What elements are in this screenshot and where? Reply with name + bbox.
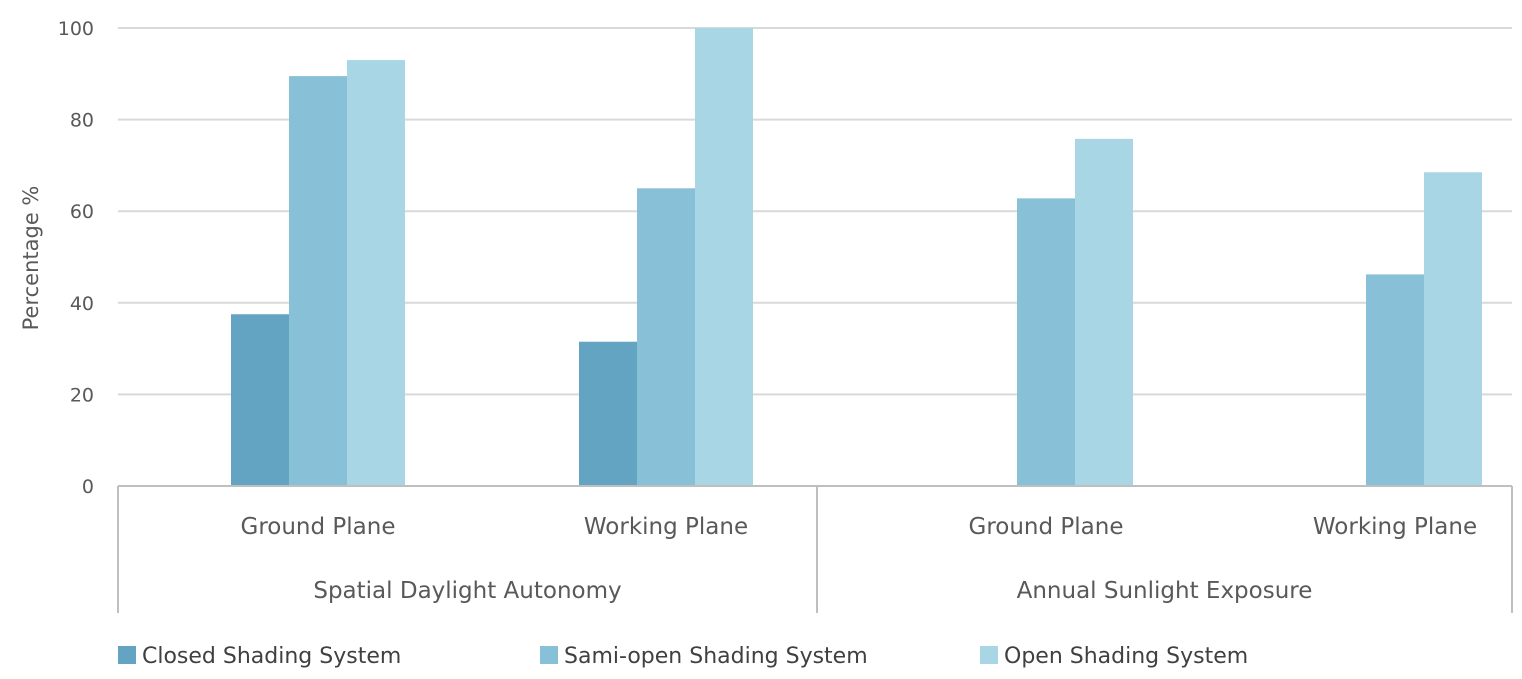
bar-sami-open-shading-system — [637, 188, 695, 487]
y-tick-label: 20 — [70, 384, 94, 406]
bar-open-shading-system — [1424, 172, 1482, 486]
labels: 0 20 40 60 80 100 Ground Plane Working Plane Gro… — [58, 18, 1477, 604]
bar-sami-open-shading-system — [1366, 274, 1424, 486]
bar-open-shading-system — [695, 28, 753, 486]
bar-open-shading-system — [1075, 138, 1133, 486]
bars — [231, 28, 1482, 487]
legend-label: Sami-open Shading System — [564, 644, 868, 669]
x-category-label: Working Plane — [584, 514, 748, 540]
legend-label: Closed Shading System — [142, 644, 401, 669]
y-tick-label: 40 — [70, 293, 94, 315]
x-group-label: Spatial Daylight Autonomy — [313, 578, 621, 604]
bar-closed-shading-system — [231, 314, 289, 486]
y-tick-label: 80 — [70, 110, 94, 132]
x-category-label: Working Plane — [1313, 514, 1477, 540]
x-category-label: Ground Plane — [241, 514, 396, 540]
legend-swatch — [118, 646, 136, 664]
bar-open-shading-system — [347, 60, 405, 487]
x-category-label: Ground Plane — [969, 514, 1124, 540]
bar-closed-shading-system — [579, 341, 637, 486]
y-tick-label: 100 — [58, 18, 94, 40]
y-tick-label: 60 — [70, 201, 94, 223]
legend-label: Open Shading System — [1004, 644, 1248, 669]
axes — [117, 485, 1513, 613]
y-axis-title: Percentage % — [19, 186, 43, 331]
y-tick-label: 0 — [82, 476, 94, 498]
bar-sami-open-shading-system — [289, 76, 347, 486]
legend-swatch — [540, 646, 558, 664]
legend-swatch — [980, 646, 998, 664]
legend: Closed Shading System Sami-open Shading S… — [118, 644, 1248, 669]
x-group-label: Annual Sunlight Exposure — [1017, 578, 1313, 604]
bar-sami-open-shading-system — [1017, 198, 1075, 486]
